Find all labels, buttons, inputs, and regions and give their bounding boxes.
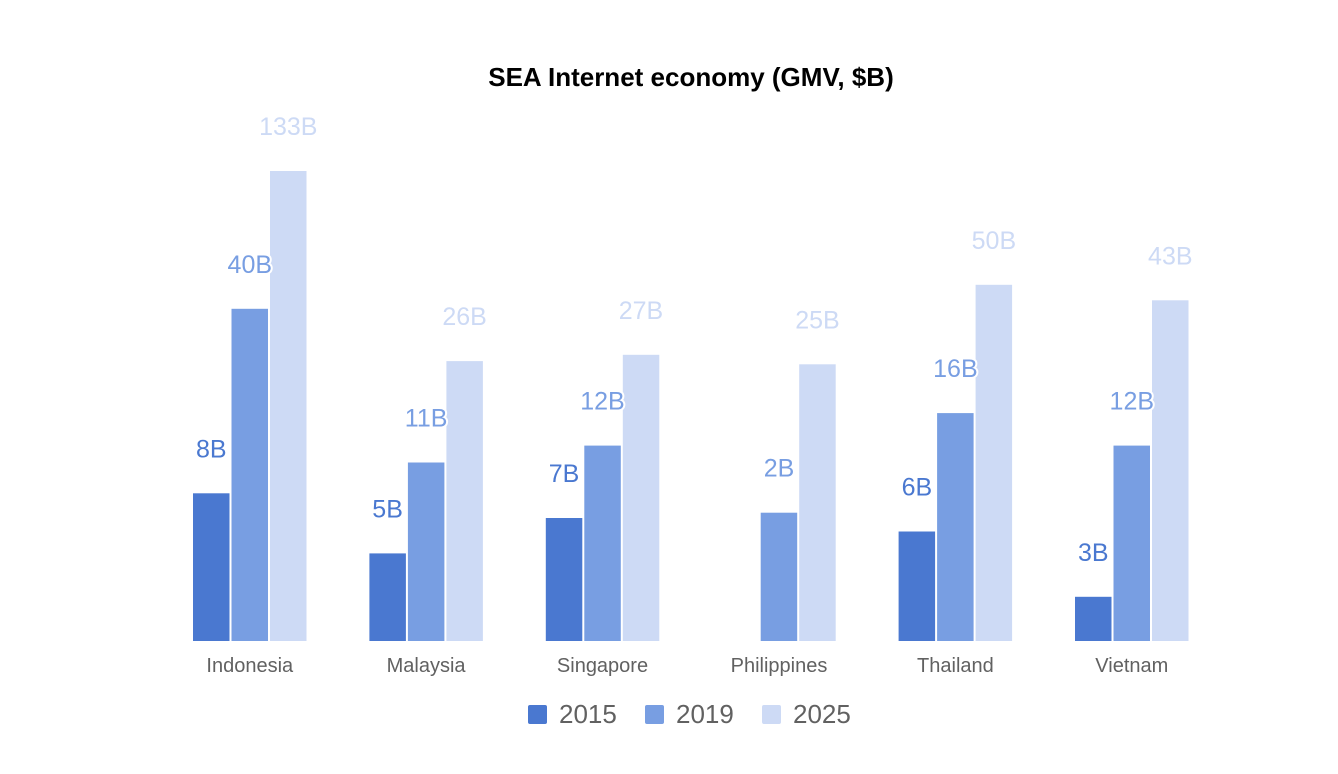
bar-indonesia-2015[interactable] — [193, 493, 230, 641]
data-label-singapore-2019: 12B — [580, 388, 624, 416]
data-label-singapore-2015: 7B — [549, 460, 580, 488]
legend[interactable]: 2015 2019 2025 — [528, 699, 851, 729]
x-tick-label-malaysia: Malaysia — [387, 655, 467, 677]
bar-vietnam-2025[interactable] — [1152, 300, 1189, 641]
legend-label-2019: 2019 — [676, 699, 734, 729]
x-tick-label-indonesia: Indonesia — [206, 655, 294, 677]
data-label-malaysia-2015: 5B — [372, 495, 403, 523]
data-label-halo-philippines-2025: 25B — [795, 306, 839, 334]
bar-malaysia-2019[interactable] — [407, 462, 445, 642]
data-label-halo-singapore-2019: 12B — [580, 388, 624, 416]
x-tick-label-philippines: Philippines — [731, 655, 828, 677]
bar-malaysia-2025[interactable] — [446, 361, 483, 641]
legend-item-2019[interactable]: 2019 — [645, 699, 734, 729]
data-label-halo-indonesia-2025: 133B — [259, 113, 317, 141]
bar-vietnam-2019[interactable] — [1113, 445, 1151, 641]
data-label-halo-malaysia-2025: 26B — [442, 303, 486, 331]
data-label-philippines-2025: 25B — [795, 306, 839, 334]
data-label-indonesia-2019: 40B — [228, 251, 272, 279]
data-label-halo-malaysia-2019: 11B — [405, 405, 448, 433]
data-label-vietnam-2025: 43B — [1148, 242, 1192, 270]
data-label-thailand-2019: 16B — [933, 355, 977, 383]
bar-singapore-2015[interactable] — [545, 518, 583, 641]
bars-layer — [193, 171, 1189, 641]
bar-thailand-2025[interactable] — [975, 284, 1013, 641]
bar-vietnam-2015[interactable] — [1075, 596, 1112, 641]
data-label-halo-thailand-2025: 50B — [972, 227, 1016, 255]
data-label-halo-philippines-2019: 2B — [764, 455, 795, 483]
data-label-halo-vietnam-2019: 12B — [1110, 388, 1154, 416]
data-label-halo-singapore-2025: 27B — [619, 297, 663, 325]
legend-swatch-2025 — [762, 705, 781, 724]
data-label-halo-vietnam-2015: 3B — [1078, 539, 1109, 567]
chart-title: SEA Internet economy (GMV, $B) — [488, 62, 894, 92]
data-label-thailand-2015: 6B — [902, 474, 933, 502]
data-label-halo-indonesia-2015: 8B — [196, 435, 227, 463]
data-label-indonesia-2025: 133B — [259, 113, 317, 141]
x-tick-label-singapore: Singapore — [557, 655, 648, 677]
x-axis-ticks: Indonesia Malaysia Singapore Philippines Tha… — [206, 655, 1168, 677]
data-label-halo-malaysia-2015: 5B — [372, 495, 403, 523]
legend-swatch-2015 — [528, 705, 547, 724]
bar-malaysia-2015[interactable] — [369, 553, 406, 641]
data-label-halo-thailand-2019: 16B — [933, 355, 977, 383]
data-label-thailand-2025: 50B — [972, 227, 1016, 255]
bar-indonesia-2025[interactable] — [270, 171, 307, 641]
data-label-malaysia-2019: 11B — [405, 405, 448, 433]
data-label-indonesia-2015: 8B — [196, 435, 227, 463]
bar-thailand-2019[interactable] — [937, 413, 974, 641]
legend-swatch-2019 — [645, 705, 664, 724]
legend-item-2015[interactable]: 2015 — [528, 699, 617, 729]
bar-philippines-2025[interactable] — [799, 364, 836, 641]
data-label-vietnam-2015: 3B — [1078, 539, 1109, 567]
legend-label-2025: 2025 — [793, 699, 851, 729]
bar-thailand-2015[interactable] — [898, 531, 936, 642]
legend-item-2025[interactable]: 2025 — [762, 699, 851, 729]
x-tick-label-thailand: Thailand — [917, 655, 994, 677]
bar-philippines-2019[interactable] — [760, 512, 798, 641]
data-label-halo-singapore-2015: 7B — [549, 460, 580, 488]
data-label-halo-indonesia-2019: 40B — [228, 251, 272, 279]
bar-singapore-2019[interactable] — [584, 445, 621, 641]
data-label-halo-vietnam-2025: 43B — [1148, 242, 1192, 270]
legend-label-2015: 2015 — [559, 699, 617, 729]
data-label-malaysia-2025: 26B — [442, 303, 486, 331]
data-label-singapore-2025: 27B — [619, 297, 663, 325]
data-label-halo-thailand-2015: 6B — [902, 474, 933, 502]
bar-singapore-2025[interactable] — [622, 354, 660, 641]
bar-indonesia-2019[interactable] — [231, 308, 269, 641]
data-label-philippines-2019: 2B — [764, 455, 795, 483]
data-label-vietnam-2019: 12B — [1110, 388, 1154, 416]
x-tick-label-vietnam: Vietnam — [1095, 655, 1168, 677]
data-labels-layer: 8B8B40B40B133B133B5B5B11B11B26B26B7B7B12… — [194, 111, 1195, 569]
